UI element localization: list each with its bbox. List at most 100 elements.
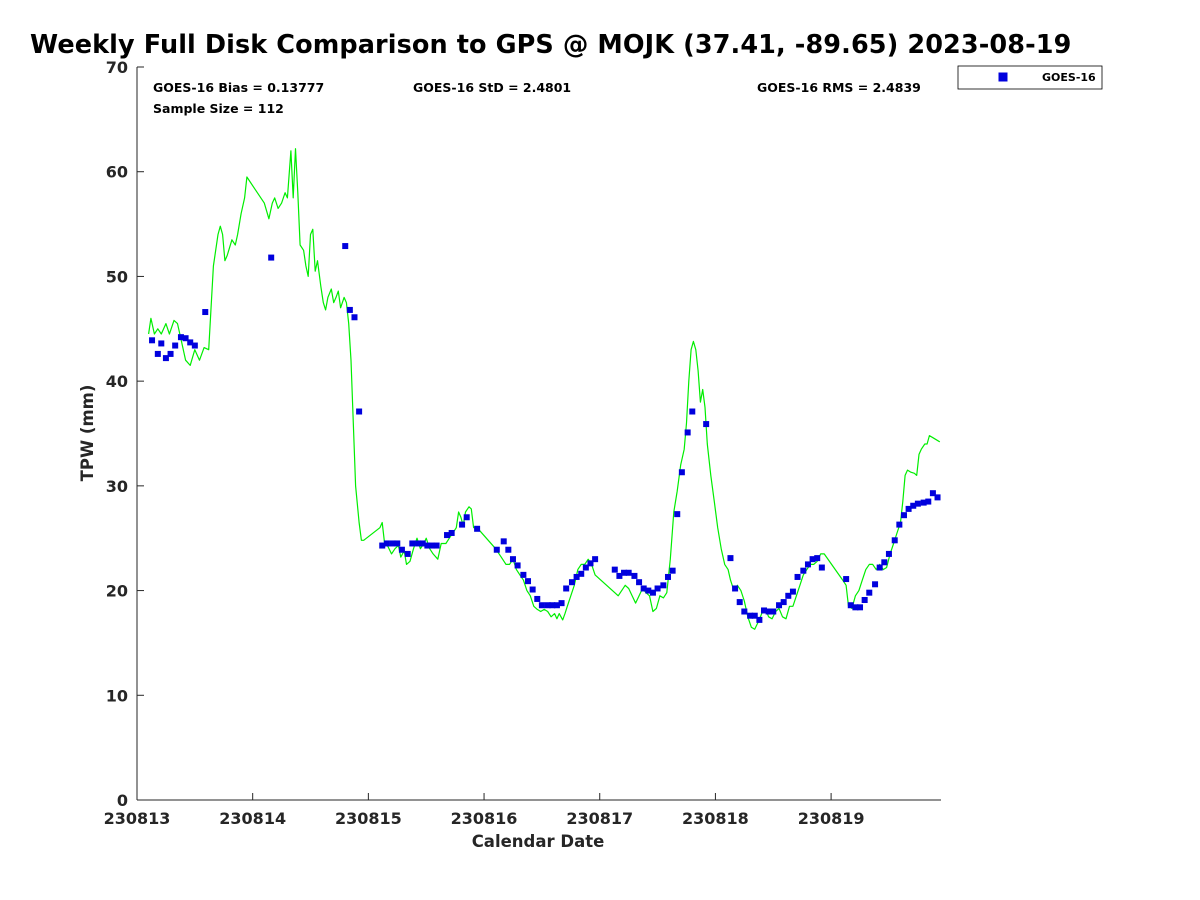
goes16-point	[544, 602, 551, 609]
goes16-point	[776, 602, 783, 609]
goes16-point	[568, 579, 575, 586]
goes16-point	[621, 569, 628, 576]
axes-layer: 0 10 20 30 40 50 60 70 230813 230814 230815 230816 2…	[104, 58, 941, 828]
goes16-point	[785, 592, 792, 599]
y-tick-label: 50	[106, 267, 128, 286]
x-tick-label: 230815	[335, 809, 402, 828]
goes16-point	[404, 550, 411, 557]
x-tick-label: 230817	[566, 809, 633, 828]
goes16-point	[843, 576, 850, 583]
goes16-point	[925, 498, 932, 505]
goes16-point	[857, 604, 864, 611]
goes16-point	[674, 511, 681, 518]
stats-layer: GOES-16 Bias = 0.13777 GOES-16 StD = 2.4…	[153, 80, 921, 116]
goes16-point	[852, 604, 859, 611]
goes16-point	[415, 540, 422, 547]
goes16-point	[789, 588, 796, 595]
goes16-point	[765, 608, 772, 615]
goes16-point	[896, 521, 903, 528]
goes16-point	[934, 494, 941, 501]
goes16-point	[158, 340, 165, 347]
x-tick-label: 230819	[798, 809, 865, 828]
goes16-point	[573, 573, 580, 580]
goes16-point	[636, 579, 643, 586]
goes16-point	[493, 546, 500, 553]
y-tick-label: 70	[106, 58, 128, 77]
goes16-point	[172, 342, 179, 349]
goes16-point	[268, 254, 275, 261]
goes16-point	[398, 546, 405, 553]
goes16-point	[538, 602, 545, 609]
goes16-point	[794, 573, 801, 580]
goes16-point	[558, 600, 565, 607]
y-tick-label: 0	[117, 791, 128, 810]
stat-rms: GOES-16 RMS = 2.4839	[757, 80, 921, 95]
goes16-point	[351, 314, 358, 321]
goes16-point	[800, 567, 807, 574]
goes16-point	[881, 559, 888, 566]
goes16-point	[549, 602, 556, 609]
goes16-point	[428, 542, 435, 549]
goes16-point	[509, 556, 516, 563]
y-tick-label: 40	[106, 372, 128, 391]
goes16-points-layer	[149, 243, 941, 623]
goes16-point	[419, 540, 426, 547]
goes16-point	[885, 550, 892, 557]
goes16-point	[669, 567, 676, 574]
x-tick-label: 230818	[682, 809, 749, 828]
goes16-point	[747, 612, 754, 619]
legend-marker-goes16	[998, 72, 1008, 82]
goes16-point	[900, 512, 907, 519]
goes16-point	[187, 339, 194, 346]
goes16-point	[191, 342, 198, 349]
goes16-point	[761, 607, 768, 614]
goes16-point	[876, 564, 883, 571]
goes16-point	[929, 490, 936, 497]
legend-label-goes16: GOES-16	[1042, 71, 1096, 84]
goes16-point	[654, 585, 661, 592]
goes16-point	[891, 537, 898, 544]
goes16-point	[847, 602, 854, 609]
goes16-point	[872, 581, 879, 588]
goes16-point	[342, 243, 349, 250]
goes16-point	[202, 309, 209, 316]
goes16-point	[587, 560, 594, 567]
goes16-point	[741, 608, 748, 615]
goes16-point	[389, 540, 396, 547]
goes16-point	[149, 337, 156, 344]
goes16-point	[346, 306, 353, 313]
goes16-point	[684, 429, 691, 436]
goes16-point	[645, 587, 652, 594]
goes16-point	[818, 564, 825, 571]
goes16-point	[625, 569, 632, 576]
goes16-point	[736, 599, 743, 606]
goes16-point	[814, 555, 821, 562]
legend-box	[957, 65, 1103, 90]
goes16-point	[640, 585, 647, 592]
goes16-point	[689, 408, 696, 415]
x-tick-label: 230813	[104, 809, 171, 828]
goes16-point	[905, 505, 912, 512]
goes16-point	[914, 500, 921, 507]
goes16-point	[448, 529, 455, 536]
goes16-point	[770, 608, 777, 615]
stat-bias: GOES-16 Bias = 0.13777	[153, 80, 324, 95]
goes16-point	[910, 502, 917, 509]
chart-title: Weekly Full Disk Comparison to GPS @ MOJ…	[30, 30, 1072, 60]
stat-sample-size: Sample Size = 112	[153, 101, 284, 116]
goes16-point	[444, 532, 451, 539]
y-axis-title: TPW (mm)	[78, 385, 97, 482]
goes16-point	[500, 538, 507, 545]
goes16-point	[424, 542, 431, 549]
goes16-point	[751, 612, 758, 619]
gps-series-line	[148, 148, 941, 630]
goes16-point	[529, 586, 536, 593]
y-tick-label: 60	[106, 163, 128, 182]
stat-std: GOES-16 StD = 2.4801	[413, 80, 571, 95]
goes16-point	[920, 499, 927, 506]
goes16-point	[182, 335, 189, 342]
goes16-point	[394, 540, 401, 547]
goes16-point	[409, 540, 416, 547]
x-tick-label: 230814	[219, 809, 286, 828]
goes16-point	[553, 602, 560, 609]
